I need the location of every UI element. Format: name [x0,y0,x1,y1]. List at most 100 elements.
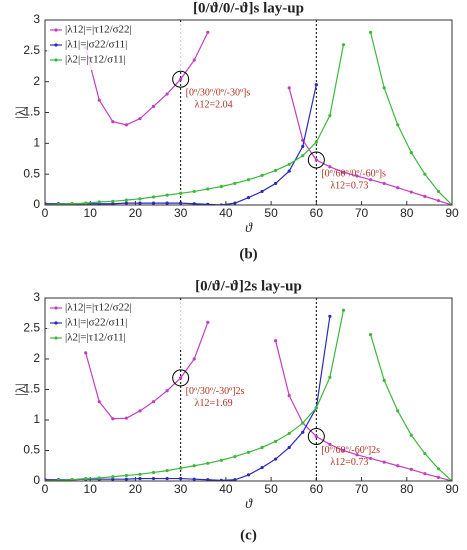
x-tick-label: 80 [400,482,414,496]
chart-title: [0/ϑ/-ϑ]2s lay-up [195,278,302,294]
point [179,191,183,195]
chart-title: [0/ϑ/0/-ϑ]s lay-up [193,0,304,16]
point [111,199,115,203]
point [192,202,196,205]
point [138,197,142,201]
y-tick-label: 2.5 [23,43,40,57]
legend-marker [54,321,58,325]
annotation-value: λ12=0.73 [330,457,368,468]
point [219,478,223,481]
point [409,467,413,472]
point [314,406,318,410]
legend-marker [54,306,58,310]
point [382,181,386,186]
point [409,150,413,155]
point [382,86,386,90]
point [409,433,413,437]
axes-box [44,297,453,482]
y-tick-label: 3 [33,290,40,304]
point [233,478,237,481]
point [274,181,278,186]
point [355,453,359,457]
x-axis-label: ϑ [245,497,253,512]
point [369,178,373,182]
point [124,473,128,478]
point [246,178,251,182]
point [151,400,156,404]
x-tick-label: 20 [129,206,143,220]
point [301,430,305,434]
x-tick-label: 70 [355,482,369,496]
x-tick-label: 70 [355,206,369,220]
point [423,172,427,176]
point [423,451,427,456]
point [111,417,115,421]
point [138,201,142,205]
point [287,86,291,90]
annotation-text: [0º/60º/-60º]2s [321,445,380,456]
series-line [85,322,452,481]
x-tick-label: 20 [129,482,143,496]
point [151,104,156,108]
legend-label: |λ12|=|τ12/σ22| [65,24,132,36]
point [287,445,291,450]
point [436,467,441,471]
point [301,154,305,158]
point [138,476,142,481]
point [165,193,169,197]
point [70,478,74,481]
axes-box [44,19,453,206]
point [369,30,373,34]
point [341,43,346,47]
point [219,458,223,462]
point [396,123,400,127]
point [341,448,346,453]
point [151,476,156,481]
x-tick-label: 30 [174,206,188,220]
point [165,201,169,205]
point [274,168,278,173]
legend-marker [54,336,58,340]
point [151,195,156,199]
point [56,478,61,481]
point [124,416,128,420]
point [206,478,210,481]
point [328,165,332,169]
point [396,186,400,190]
point [206,461,210,465]
y-tick-label: 0.5 [23,166,40,180]
x-tick-label: 10 [84,206,98,220]
y-tick-label: 1.5 [23,105,40,119]
point [219,184,223,189]
point [436,189,441,194]
y-tick-label: 1 [33,136,40,150]
legend-box [47,22,183,70]
point [246,196,251,200]
x-tick-label: 80 [400,206,414,220]
annotation-value: λ12=0.73 [330,180,368,191]
x-tick-label: 0 [42,206,49,220]
annotation-text: [0º/30º/-30º]2s [186,386,245,397]
point [287,169,291,173]
point [124,123,128,127]
point [165,92,169,96]
point [179,466,183,470]
point [301,421,305,425]
point [165,389,169,393]
point [396,409,400,413]
point [97,98,101,102]
x-tick-label: 40 [219,482,233,496]
x-tick-label: 90 [445,482,459,496]
point [84,201,88,205]
annotation-circle [172,70,190,88]
point [328,375,332,379]
point [233,455,237,459]
point [138,117,142,121]
annotation-value: λ12=1.69 [195,398,233,409]
point [111,477,115,481]
legend: |λ12|=|τ12/σ22| |λ1|=|σ22/σ11| |λ2|=|τ12/σ… [47,300,183,348]
legend-marker [54,43,58,47]
x-tick-label: 60 [310,206,324,220]
legend-label: |λ1|=|σ22/σ11| [65,317,127,329]
